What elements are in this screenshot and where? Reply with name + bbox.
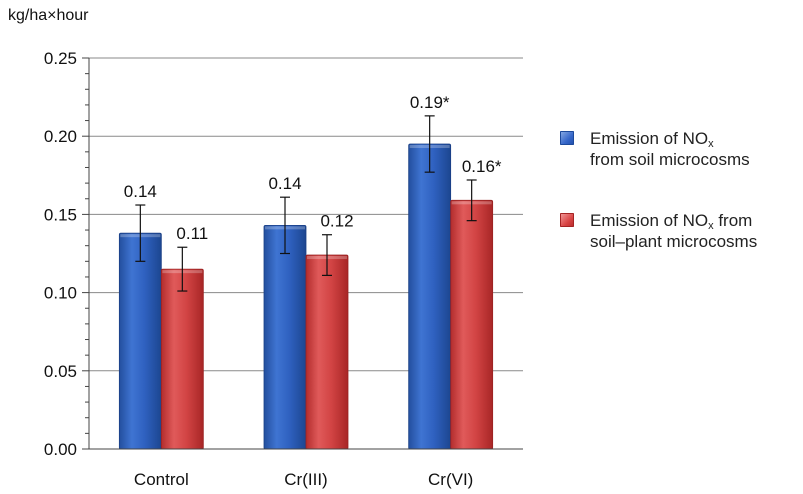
legend-swatch-blue [560, 131, 574, 145]
legend-item-soil: Emission of NOx from soil microcosms [560, 128, 800, 170]
bar-group-soil: 0.14 [118, 182, 162, 450]
legend: Emission of NOx from soil microcosms Emi… [560, 128, 800, 252]
data-label: 0.12 [320, 212, 353, 231]
x-tick-label: Cr(III) [284, 470, 327, 489]
y-tick-label: 0.05 [44, 362, 77, 381]
bar [160, 268, 204, 450]
legend-item-soil-plant: Emission of NOx from soil–plant microcos… [560, 210, 800, 252]
y-axis-ticks: 0.00 0.05 0.10 0.15 0.20 0.25 [44, 49, 89, 459]
y-tick-label: 0.00 [44, 440, 77, 459]
bar [263, 224, 307, 450]
data-label: 0.14 [124, 182, 157, 201]
data-label: 0.14 [268, 174, 301, 193]
bar-series: 0.14 0.11 0.14 0.12 0.19* 0.16* [118, 93, 502, 450]
bar [408, 143, 452, 450]
x-tick-label: Control [134, 470, 189, 489]
x-tick-label: Cr(VI) [428, 470, 473, 489]
bar-group-soil-plant: 0.11 [160, 224, 208, 450]
y-tick-label: 0.25 [44, 49, 77, 68]
data-label: 0.11 [176, 224, 208, 243]
x-axis-labels: Control Cr(III) Cr(VI) [134, 470, 473, 489]
bar [305, 254, 349, 450]
bar-group-soil: 0.19* [408, 93, 452, 450]
bar-group-soil-plant: 0.16* [450, 157, 502, 450]
bar [450, 199, 494, 450]
y-tick-label: 0.10 [44, 284, 77, 303]
data-label: 0.19* [410, 93, 450, 112]
y-axis-label: kg/ha×hour [8, 7, 89, 24]
bar [118, 232, 162, 450]
y-tick-label: 0.15 [44, 205, 77, 224]
legend-swatch-red [560, 213, 574, 227]
bar-group-soil: 0.14 [263, 174, 307, 450]
data-label: 0.16* [462, 157, 502, 176]
bar-group-soil-plant: 0.12 [305, 212, 354, 450]
y-tick-label: 0.20 [44, 127, 77, 146]
